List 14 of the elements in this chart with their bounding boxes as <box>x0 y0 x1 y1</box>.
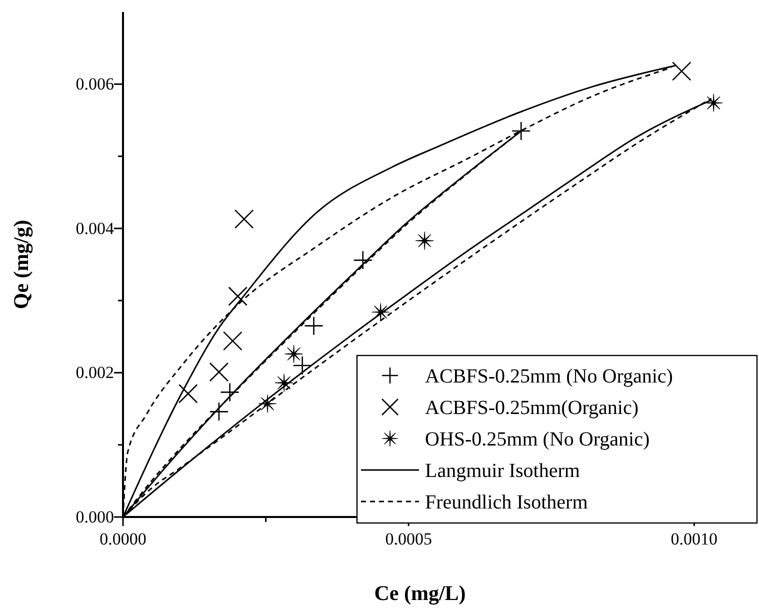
legend-label: ACBFS-0.25mm(Organic) <box>425 397 639 419</box>
y-tick-label: 0.002 <box>76 363 114 382</box>
legend-label: Freundlich Isotherm <box>425 492 588 514</box>
y-axis-title: Qe (mg/g) <box>9 220 33 310</box>
x-tick-label: 0.0010 <box>670 530 718 549</box>
y-tick-label: 0.006 <box>76 74 114 94</box>
y-tick-label: 0.004 <box>76 218 114 238</box>
legend-label: Langmuir Isotherm <box>425 460 580 482</box>
legend-label: OHS-0.25mm (No Organic) <box>425 428 650 450</box>
x-tick-label: 0.0005 <box>385 530 432 549</box>
legend-label: ACBFS-0.25mm (No Organic) <box>425 366 673 388</box>
x-tick-label: 0.0000 <box>100 530 146 549</box>
y-tick-label: 0.000 <box>76 507 114 526</box>
x-axis-title: Ce (mg/L) <box>374 581 466 605</box>
